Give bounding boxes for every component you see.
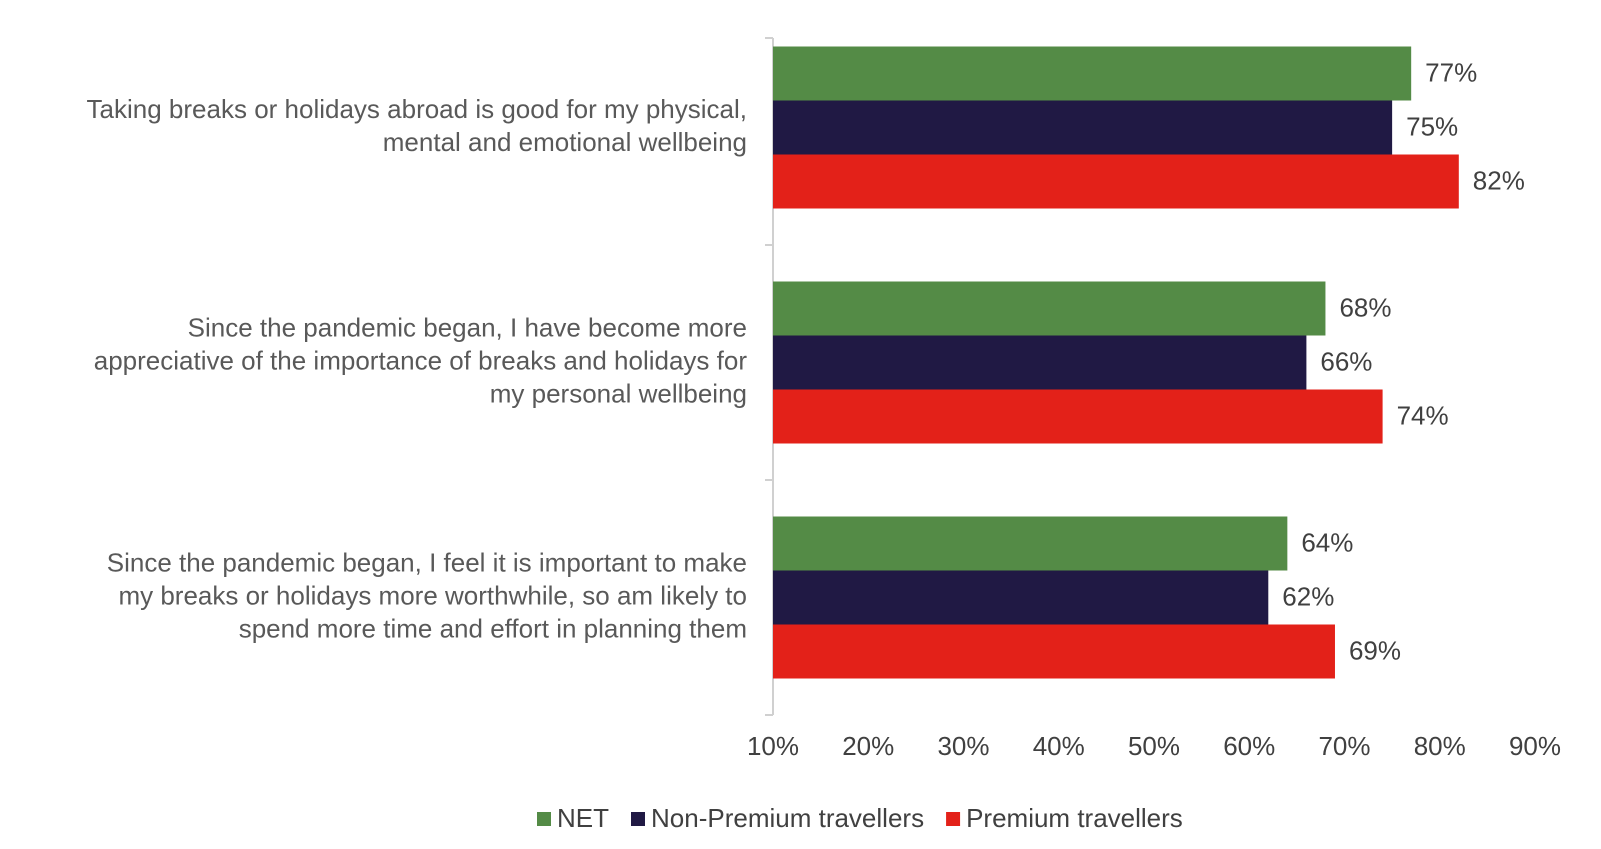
bar <box>773 624 1335 679</box>
category-label: appreciative of the importance of breaks… <box>94 345 748 375</box>
x-tick-label: 90% <box>1509 731 1561 761</box>
x-tick-label: 20% <box>842 731 894 761</box>
x-tick-label: 60% <box>1223 731 1275 761</box>
category-label: my breaks or holidays more worthwhile, s… <box>118 580 747 610</box>
category-label: mental and emotional wellbeing <box>383 127 747 157</box>
category-label: my personal wellbeing <box>490 378 747 408</box>
category-label: Since the pandemic began, I have become … <box>188 312 747 342</box>
legend-swatch <box>946 812 961 826</box>
bar <box>773 46 1412 101</box>
legend-label: Premium travellers <box>966 803 1183 833</box>
value-label: 68% <box>1339 292 1391 322</box>
bar <box>773 100 1393 155</box>
value-label: 69% <box>1349 635 1401 665</box>
value-label: 62% <box>1282 581 1334 611</box>
value-label: 74% <box>1397 400 1449 430</box>
value-label: 75% <box>1406 111 1458 141</box>
bar <box>773 281 1326 336</box>
x-tick-label: 10% <box>747 731 799 761</box>
x-tick-label: 30% <box>937 731 989 761</box>
legend-swatch <box>631 812 645 826</box>
x-tick-label: 40% <box>1033 731 1085 761</box>
legend-swatch <box>537 812 551 826</box>
bar <box>773 516 1288 571</box>
category-label: Since the pandemic began, I feel it is i… <box>107 547 747 577</box>
bar <box>773 389 1383 444</box>
x-tick-label: 80% <box>1414 731 1466 761</box>
value-label: 82% <box>1473 165 1525 195</box>
legend-label: Non-Premium travellers <box>651 803 924 833</box>
category-label: spend more time and effort in planning t… <box>239 613 747 643</box>
bar <box>773 335 1307 390</box>
category-label: Taking breaks or holidays abroad is good… <box>87 94 747 124</box>
value-label: 64% <box>1301 527 1353 557</box>
x-tick-label: 70% <box>1318 731 1370 761</box>
legend-label: NET <box>557 803 609 833</box>
value-label: 66% <box>1320 346 1372 376</box>
bar <box>773 154 1459 209</box>
value-label: 77% <box>1425 57 1477 87</box>
bar <box>773 570 1269 625</box>
x-tick-label: 50% <box>1128 731 1180 761</box>
